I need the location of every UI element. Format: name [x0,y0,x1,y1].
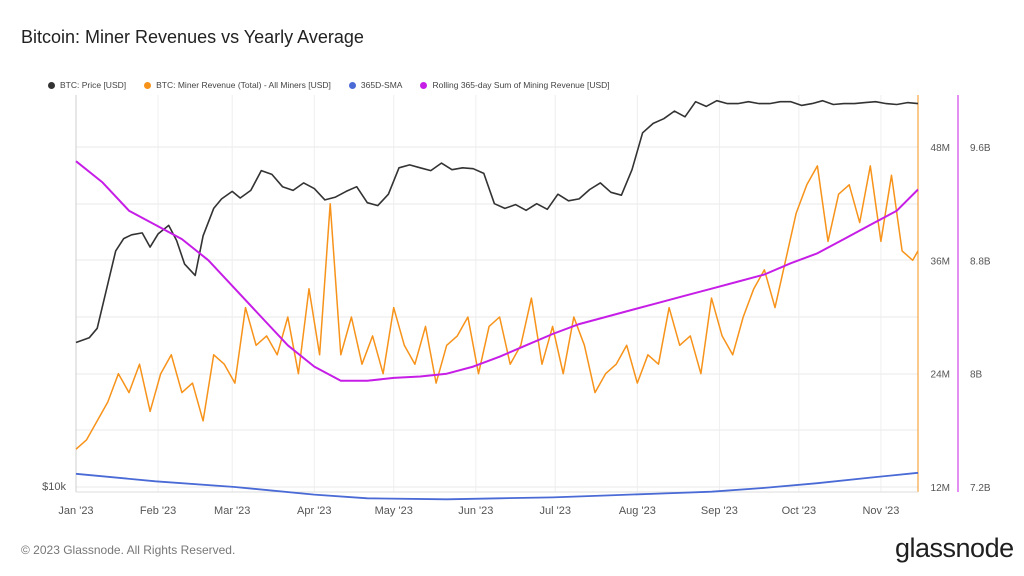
x-tick-label-8: Sep '23 [701,505,738,517]
chart-title: Bitcoin: Miner Revenues vs Yearly Averag… [21,27,364,47]
legend-item-price[interactable]: BTC: Price [USD] [48,80,126,90]
x-tick-label-5: Jun '23 [458,505,493,517]
y-revenue-tick-label-2: 36M [931,256,950,267]
y-left-tick-label-0: $10k [42,481,66,493]
legend-dot-price [48,81,55,89]
legend-dot-miner-revenue [144,81,152,89]
y-sum-tick-label-1: 8B [970,370,983,381]
series-line-rolling-sum [75,160,919,382]
x-tick-label-4: May '23 [375,505,413,517]
legend-label-sma: 365D-SMA [360,80,403,90]
x-tick-label-6: Jul '23 [540,505,571,517]
y-sum-tick-label-3: 9.6B [970,143,991,154]
legend: BTC: Price [USD] BTC: Miner Revenue (Tot… [48,80,610,90]
y-sum-tick-label-2: 8.8B [970,256,991,267]
x-tick-label-0: Jan '23 [58,505,93,517]
x-tick-label-9: Oct '23 [782,505,817,517]
series-line-sma [75,471,919,501]
legend-item-miner-revenue[interactable]: BTC: Miner Revenue (Total) - All Miners … [144,80,331,90]
y-sum-tick-label-0: 7.2B [970,483,991,494]
y-revenue-tick-label-1: 24M [931,370,950,381]
x-tick-label-7: Aug '23 [619,505,656,517]
y-revenue-tick-label-3: 48M [931,143,950,154]
legend-item-rolling-sum[interactable]: Rolling 365-day Sum of Mining Revenue [U… [420,80,610,90]
x-tick-label-1: Feb '23 [140,505,176,517]
glassnode-logo: glassnode [895,533,1014,563]
legend-label-miner-revenue: BTC: Miner Revenue (Total) - All Miners … [156,80,331,90]
x-tick-label-3: Apr '23 [297,505,332,517]
legend-dot-sma [348,81,356,89]
y-revenue-tick-label-0: 12M [931,483,950,494]
legend-dot-rolling-sum [420,81,428,89]
series-line-price [75,99,919,344]
legend-item-sma[interactable]: 365D-SMA [348,80,403,90]
series-line-miner-revenue [75,165,919,450]
x-tick-label-2: Mar '23 [214,505,250,517]
legend-label-price: BTC: Price [USD] [60,80,127,90]
copyright-footer: © 2023 Glassnode. All Rights Reserved. [21,543,236,557]
x-tick-label-10: Nov '23 [862,505,899,517]
legend-label-rolling-sum: Rolling 365-day Sum of Mining Revenue [U… [432,80,610,90]
